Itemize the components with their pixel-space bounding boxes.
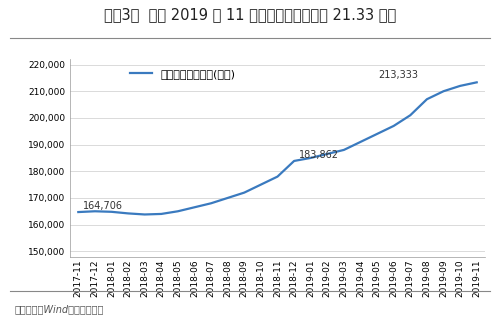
Text: 164,706: 164,706 (84, 201, 124, 211)
Text: 图表3：  截至 2019 年 11 月地方政府债务余额 21.33 万亿: 图表3： 截至 2019 年 11 月地方政府债务余额 21.33 万亿 (104, 7, 396, 22)
Legend: 地方政府债务余额(亿元): 地方政府债务余额(亿元) (126, 65, 240, 84)
Text: 资料来源：Wind，恒大研究院: 资料来源：Wind，恒大研究院 (15, 304, 104, 314)
Text: 183,862: 183,862 (299, 150, 339, 160)
Text: 213,333: 213,333 (378, 70, 418, 80)
